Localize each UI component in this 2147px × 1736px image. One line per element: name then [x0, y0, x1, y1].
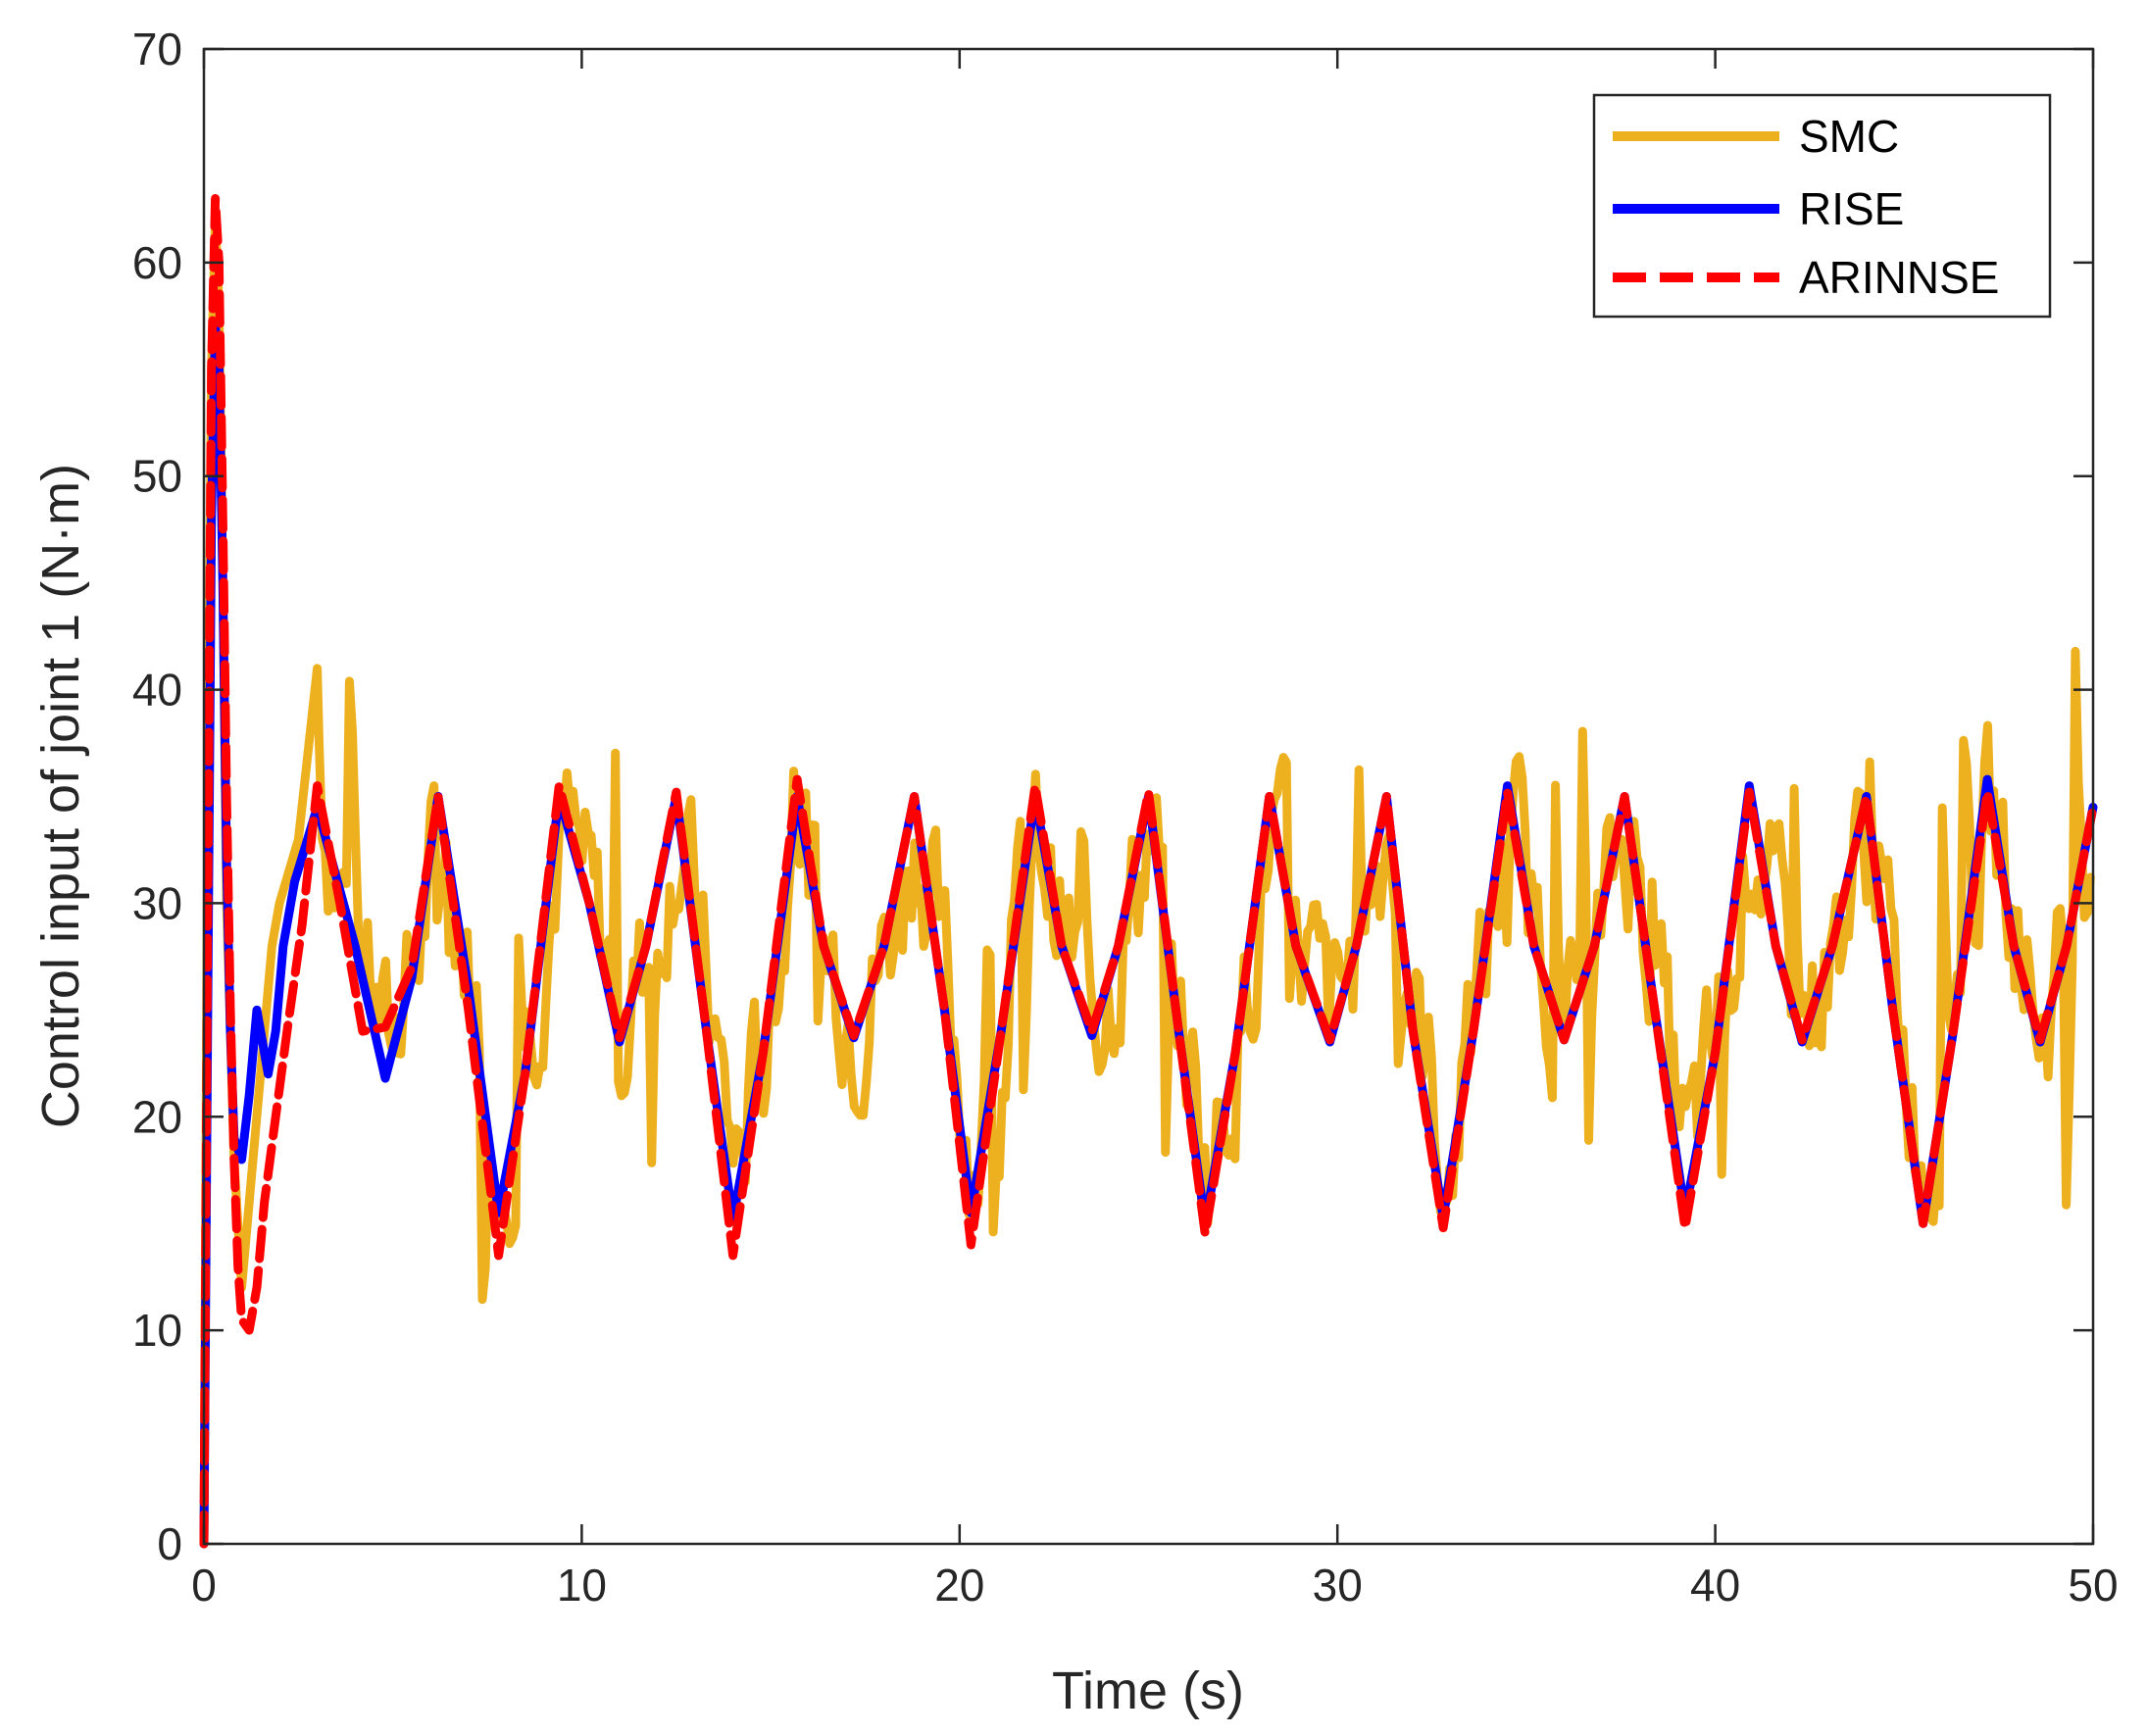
series-layer — [199, 194, 2098, 1549]
x-tick-label: 30 — [1313, 1560, 1363, 1611]
series-line-arinnse — [199, 194, 2098, 1549]
y-axis-label: Control input of joint 1 (N·m) — [31, 464, 90, 1128]
y-tick-label: 20 — [132, 1091, 182, 1142]
legend-label-smc: SMC — [1799, 111, 1899, 162]
x-tick-label: 0 — [191, 1560, 217, 1611]
y-tick-label: 0 — [157, 1518, 182, 1569]
legend-label-rise: RISE — [1799, 183, 1904, 234]
y-tick-label: 40 — [132, 665, 182, 716]
x-tick-label: 50 — [2068, 1560, 2118, 1611]
series-line-smc — [199, 215, 2095, 1549]
ticks-layer: 0 10 20 30 40 50 0 10 20 30 40 50 60 70 — [132, 24, 2119, 1611]
y-tick-label: 10 — [132, 1305, 182, 1356]
legend-label-arinnse: ARINNSE — [1799, 252, 1999, 303]
y-tick-label: 30 — [132, 877, 182, 928]
y-tick-label: 60 — [132, 237, 182, 288]
x-tick-label: 10 — [557, 1560, 607, 1611]
x-tick-label: 40 — [1690, 1560, 1740, 1611]
x-tick-label: 20 — [934, 1560, 984, 1611]
plot-frame — [202, 47, 2095, 1546]
y-tick-label: 70 — [132, 24, 182, 74]
legend: SMC RISE ARINNSE — [1592, 93, 2052, 319]
y-tick-label: 50 — [132, 451, 182, 502]
x-axis-label: Time (s) — [1052, 1662, 1244, 1720]
